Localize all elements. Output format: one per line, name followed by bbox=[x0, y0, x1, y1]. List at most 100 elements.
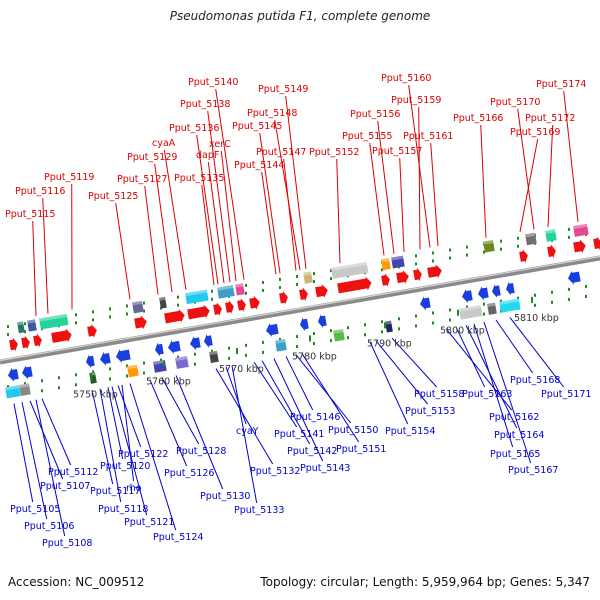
tick-mark bbox=[330, 329, 332, 333]
reverse-gene-leader bbox=[231, 365, 258, 504]
reverse-gene-leader bbox=[21, 402, 48, 520]
scale-label: 5750 kbp bbox=[73, 389, 118, 400]
forward-gene-arrow bbox=[134, 315, 147, 330]
reverse-gene-leader bbox=[473, 323, 514, 448]
forward-gene-arrow bbox=[593, 236, 600, 251]
tick-mark bbox=[449, 308, 451, 312]
tick-mark bbox=[58, 376, 60, 380]
tick-mark bbox=[245, 283, 247, 287]
forward-gene-arrow bbox=[413, 267, 422, 282]
reverse-gene-leader bbox=[129, 383, 177, 531]
tick-mark bbox=[534, 293, 536, 297]
forward-gene-label: Pput_5148 bbox=[247, 108, 297, 119]
forward-gene-label: Pput_5174 bbox=[536, 79, 586, 90]
tick-mark bbox=[24, 330, 26, 334]
tick-mark bbox=[262, 340, 264, 344]
feature-block bbox=[27, 319, 37, 332]
reverse-gene-leader bbox=[29, 400, 64, 480]
accession-text: Accession: NC_009512 bbox=[8, 575, 145, 589]
feature-block bbox=[132, 300, 144, 314]
tick-mark bbox=[7, 385, 9, 389]
reverse-gene-leader bbox=[149, 379, 188, 467]
tick-mark bbox=[381, 320, 383, 324]
forward-gene-arrow bbox=[427, 264, 442, 279]
feature-block bbox=[381, 258, 391, 271]
scale-label: 5800 kbp bbox=[440, 326, 485, 337]
tick-mark bbox=[483, 312, 485, 316]
forward-gene-label: Pput_5135 bbox=[174, 173, 224, 184]
tick-mark bbox=[126, 304, 128, 308]
tick-mark bbox=[398, 317, 400, 321]
tick-mark bbox=[534, 303, 536, 307]
tick-mark bbox=[517, 236, 519, 240]
tick-mark bbox=[313, 342, 315, 346]
tick-mark bbox=[517, 296, 519, 300]
tick-mark bbox=[551, 300, 553, 304]
reverse-gene-arrow bbox=[506, 281, 515, 296]
reverse-gene-label: Pput_5162 bbox=[489, 412, 539, 423]
reverse-gene-leader bbox=[161, 377, 200, 445]
feature-block bbox=[17, 321, 25, 334]
genome-info-text: Topology: circular; Length: 5,959,964 bp… bbox=[260, 575, 590, 589]
tick-mark bbox=[160, 358, 162, 362]
feature-block bbox=[391, 255, 405, 269]
forward-gene-leader bbox=[377, 120, 395, 254]
reverse-gene-leader bbox=[391, 337, 438, 388]
reverse-gene-label: rho bbox=[126, 483, 142, 494]
tick-mark bbox=[228, 356, 230, 360]
tick-mark bbox=[330, 269, 332, 273]
reverse-gene-arrow bbox=[155, 342, 164, 357]
reverse-gene-label: Pput_5143 bbox=[300, 463, 350, 474]
tick-mark bbox=[75, 313, 77, 317]
forward-gene-arrow bbox=[21, 335, 30, 350]
tick-mark bbox=[568, 227, 570, 231]
forward-gene-leader bbox=[274, 119, 301, 271]
reverse-gene-leader bbox=[117, 385, 142, 448]
genome-backbone-highlight bbox=[0, 255, 600, 362]
tick-mark bbox=[313, 272, 315, 276]
forward-gene-arrow bbox=[519, 249, 528, 264]
tick-mark bbox=[92, 318, 94, 322]
feature-block bbox=[127, 364, 139, 378]
reverse-gene-leader bbox=[273, 358, 324, 462]
tick-mark bbox=[92, 310, 94, 314]
forward-gene-arrow bbox=[33, 333, 42, 348]
tick-mark bbox=[364, 333, 366, 337]
tick-mark bbox=[262, 350, 264, 354]
tick-mark bbox=[466, 253, 468, 257]
tick-mark bbox=[75, 373, 77, 377]
reverse-gene-label: Pput_5146 bbox=[290, 412, 340, 423]
forward-gene-leader bbox=[399, 157, 405, 252]
reverse-gene-leader bbox=[455, 326, 486, 388]
forward-gene-label: Pput_5147 bbox=[256, 147, 306, 158]
scale-label: 5790 kbp bbox=[367, 338, 412, 349]
tick-mark bbox=[126, 364, 128, 368]
forward-gene-leader bbox=[154, 163, 173, 293]
forward-gene-label: dapF bbox=[196, 150, 219, 161]
tick-mark bbox=[245, 343, 247, 347]
tick-mark bbox=[347, 336, 349, 340]
tick-mark bbox=[466, 245, 468, 249]
forward-gene-label: Pput_5145 bbox=[232, 121, 282, 132]
reverse-gene-label: Pput_5122 bbox=[118, 449, 168, 460]
forward-gene-leader bbox=[32, 220, 37, 316]
forward-gene-label: Pput_5155 bbox=[342, 131, 392, 142]
tick-mark bbox=[109, 307, 111, 311]
tick-mark bbox=[449, 318, 451, 322]
tick-mark bbox=[296, 275, 298, 279]
tick-mark bbox=[432, 311, 434, 315]
tick-mark bbox=[568, 297, 570, 301]
forward-gene-leader bbox=[480, 124, 487, 238]
tick-mark bbox=[568, 235, 570, 239]
tick-mark bbox=[211, 297, 213, 301]
feature-block bbox=[487, 302, 497, 315]
reverse-gene-arrow bbox=[100, 351, 111, 366]
forward-gene-label: Pput_5129 bbox=[127, 152, 177, 163]
forward-gene-leader bbox=[220, 150, 237, 282]
tick-mark bbox=[279, 285, 281, 289]
reverse-gene-label: Pput_5106 bbox=[24, 521, 74, 532]
forward-gene-label: Pput_5125 bbox=[88, 191, 138, 202]
tick-mark bbox=[143, 301, 145, 305]
feature-block bbox=[275, 339, 287, 352]
reverse-gene-arrow bbox=[86, 354, 95, 369]
